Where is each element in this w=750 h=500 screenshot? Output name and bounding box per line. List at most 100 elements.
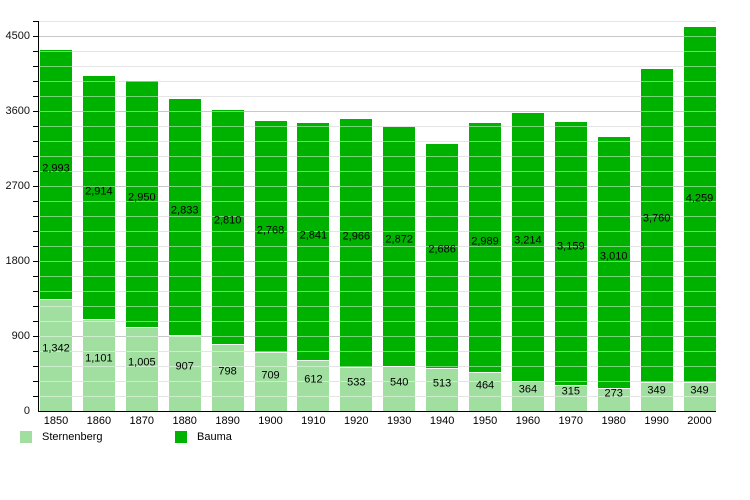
y-axis-tick [33,216,38,217]
y-axis-tick [33,291,38,292]
minor-gridline [39,81,716,82]
minor-gridline [39,276,716,277]
y-axis-tick [33,186,38,187]
sternenberg-value-label: 513 [432,377,452,390]
bauma-value-label: 3,010 [599,250,628,263]
bar-segment-bauma [383,126,416,366]
y-axis-label: 900 [11,330,30,342]
y-axis-tick [33,366,38,367]
sternenberg-value-label: 349 [690,384,709,396]
minor-gridline [39,126,716,127]
bauma-value-label: 2,872 [385,233,413,246]
y-axis-tick [33,246,38,247]
sternenberg-value-label: 533 [347,376,366,389]
bar-segment-bauma [511,112,544,381]
bauma-value-label: 2,950 [128,191,156,204]
bar-segment-sternenberg [168,335,201,411]
y-axis-tick [33,336,38,337]
x-axis-label: 1910 [301,415,326,427]
x-axis-label: 1920 [344,415,369,427]
bar-segment-bauma [597,137,630,389]
bar-segment-sternenberg [125,327,158,411]
bar-segment-bauma [554,121,587,385]
x-axis-label: 1880 [172,415,197,427]
bar-segment-sternenberg [511,380,544,411]
bar-segment-bauma [640,68,673,382]
bar-segment-bauma [426,144,459,369]
minor-gridline [39,246,716,247]
bar-segment-bauma [297,123,330,361]
sternenberg-value-label: 907 [175,360,194,373]
minor-gridline [39,51,716,52]
x-axis-label: 1980 [601,415,626,427]
major-gridline [39,186,716,187]
sternenberg-value-label: 1,101 [85,352,113,365]
bar-1910 [297,123,330,412]
bar-1990 [640,68,673,411]
bar-segment-sternenberg [297,360,330,412]
x-axis-label: 1950 [472,415,498,427]
y-axis-tick [33,321,38,322]
y-axis-tick [33,261,38,262]
bar-segment-bauma [469,123,501,373]
y-axis-tick [33,141,38,142]
y-axis-tick [33,96,38,97]
bauma-value-label: 2,914 [85,185,113,198]
bauma-value-label: 2,841 [299,229,328,242]
minor-gridline [39,396,716,397]
sternenberg-value-label: 315 [561,385,580,398]
y-axis-tick [33,276,38,277]
bar-2000 [683,27,716,411]
bauma-value-label: 2,686 [428,243,456,256]
sternenberg-value-label: 464 [475,379,495,392]
minor-gridline [39,21,716,22]
minor-gridline [39,366,716,367]
y-axis-line [38,21,39,412]
minor-gridline [39,216,716,217]
y-axis-label: 1800 [5,255,30,267]
x-axis-label: 1890 [215,415,240,427]
bar-1980 [597,137,630,411]
sternenberg-value-label: 1,005 [128,356,156,369]
bar-segment-sternenberg [383,365,416,411]
bar-segment-bauma [82,76,115,320]
minor-gridline [39,96,716,97]
minor-gridline [39,381,716,382]
sternenberg-value-label: 612 [304,373,323,385]
bar-segment-sternenberg [211,344,244,411]
bauma-value-label: 2,768 [256,224,285,237]
bauma-value-label: 3,760 [642,212,671,225]
y-axis-tick [33,351,38,352]
bar-segment-sternenberg [82,319,115,411]
x-axis-label: 1900 [258,415,283,427]
bauma-value-label: 2,966 [342,230,371,243]
y-axis-tick [33,111,38,112]
y-axis-tick [33,201,38,202]
x-axis-label: 1970 [558,415,584,427]
bar-segment-sternenberg [40,299,72,411]
bar-1850 [40,49,72,412]
y-axis-label: 0 [23,405,30,417]
sternenberg-value-label: 273 [604,387,623,400]
sternenberg-value-label: 349 [647,384,666,396]
y-axis-label: 2700 [5,180,30,192]
bar-segment-bauma [40,49,72,300]
minor-gridline [39,231,716,232]
y-axis-tick [33,81,38,82]
x-axis-label: 2000 [687,415,712,427]
minor-gridline [39,66,716,67]
y-axis-label: 4500 [5,30,30,42]
minor-gridline [39,141,716,142]
minor-gridline [39,306,716,307]
x-axis-label: 1990 [644,415,669,427]
bar-segment-bauma [211,110,244,345]
sternenberg-value-label: 364 [518,383,538,396]
bar-1960 [511,112,544,411]
minor-gridline [39,156,716,157]
y-axis-tick [33,306,38,307]
bar-segment-sternenberg [469,372,501,412]
y-axis-tick [33,66,38,67]
bauma-value-label: 2,833 [170,204,199,217]
y-axis-tick [33,171,38,172]
